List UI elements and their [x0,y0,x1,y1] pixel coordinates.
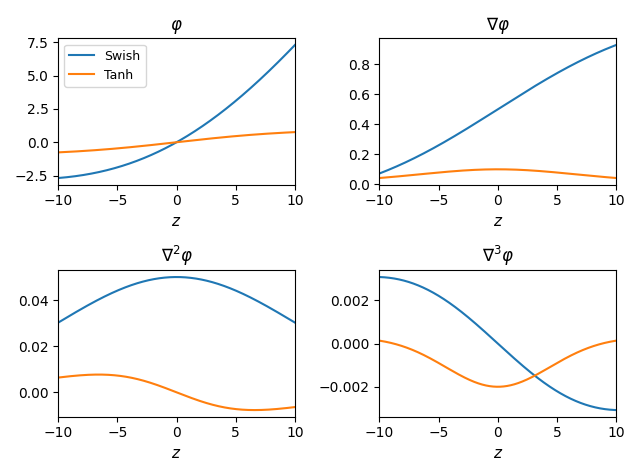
Tanh [170,140,177,146]
X-axis label: $z$: $z$ [172,214,182,229]
Swish [284,49,292,55]
Swish [170,141,177,147]
Tanh [54,149,62,155]
Title: $\varphi$: $\varphi$ [170,18,183,36]
Swish [54,175,62,181]
Swish [163,145,171,150]
Title: $\nabla^3\varphi$: $\nabla^3\varphi$ [482,244,514,268]
Line: Tanh: Tanh [58,132,295,152]
Tanh [284,129,292,135]
X-axis label: $z$: $z$ [172,446,182,461]
Swish [291,42,299,48]
Swish [67,174,74,179]
Tanh [67,149,74,155]
Line: Swish: Swish [58,45,295,178]
Swish [241,90,248,96]
Title: $\nabla^2\varphi$: $\nabla^2\varphi$ [161,244,193,268]
Tanh [291,129,299,135]
Swish [284,50,292,55]
X-axis label: $z$: $z$ [493,214,503,229]
Title: $\nabla\varphi$: $\nabla\varphi$ [486,15,510,36]
Tanh [163,140,171,146]
Tanh [284,129,292,135]
Legend: Swish, Tanh: Swish, Tanh [65,45,145,87]
X-axis label: $z$: $z$ [493,446,503,461]
Tanh [241,132,248,138]
